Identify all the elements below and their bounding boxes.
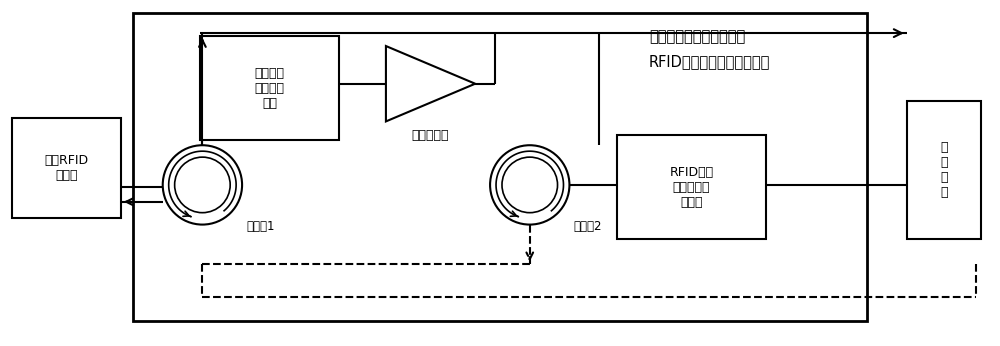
Text: 被测RFID
读写器: 被测RFID 读写器 [44,154,89,182]
Text: 功率放大器: 功率放大器 [412,129,449,142]
Bar [133,13,867,321]
Text: RFID读写器灵敏度测试系统: RFID读写器灵敏度测试系统 [649,54,770,69]
Text: 参
考
标
签: 参 考 标 签 [940,141,948,199]
Bar [200,36,339,140]
Text: 多径衰落
信道模拟
模块: 多径衰落 信道模拟 模块 [255,67,285,110]
Bar [907,101,981,239]
Text: 环形器2: 环形器2 [573,220,602,233]
Bar [617,135,766,239]
Text: 环形器1: 环形器1 [246,220,275,233]
Text: 基于多径衰落信道场景的: 基于多径衰落信道场景的 [649,29,745,44]
Text: RFID读写
器灵敏度测
试模块: RFID读写 器灵敏度测 试模块 [669,166,714,209]
Bar [12,118,121,218]
